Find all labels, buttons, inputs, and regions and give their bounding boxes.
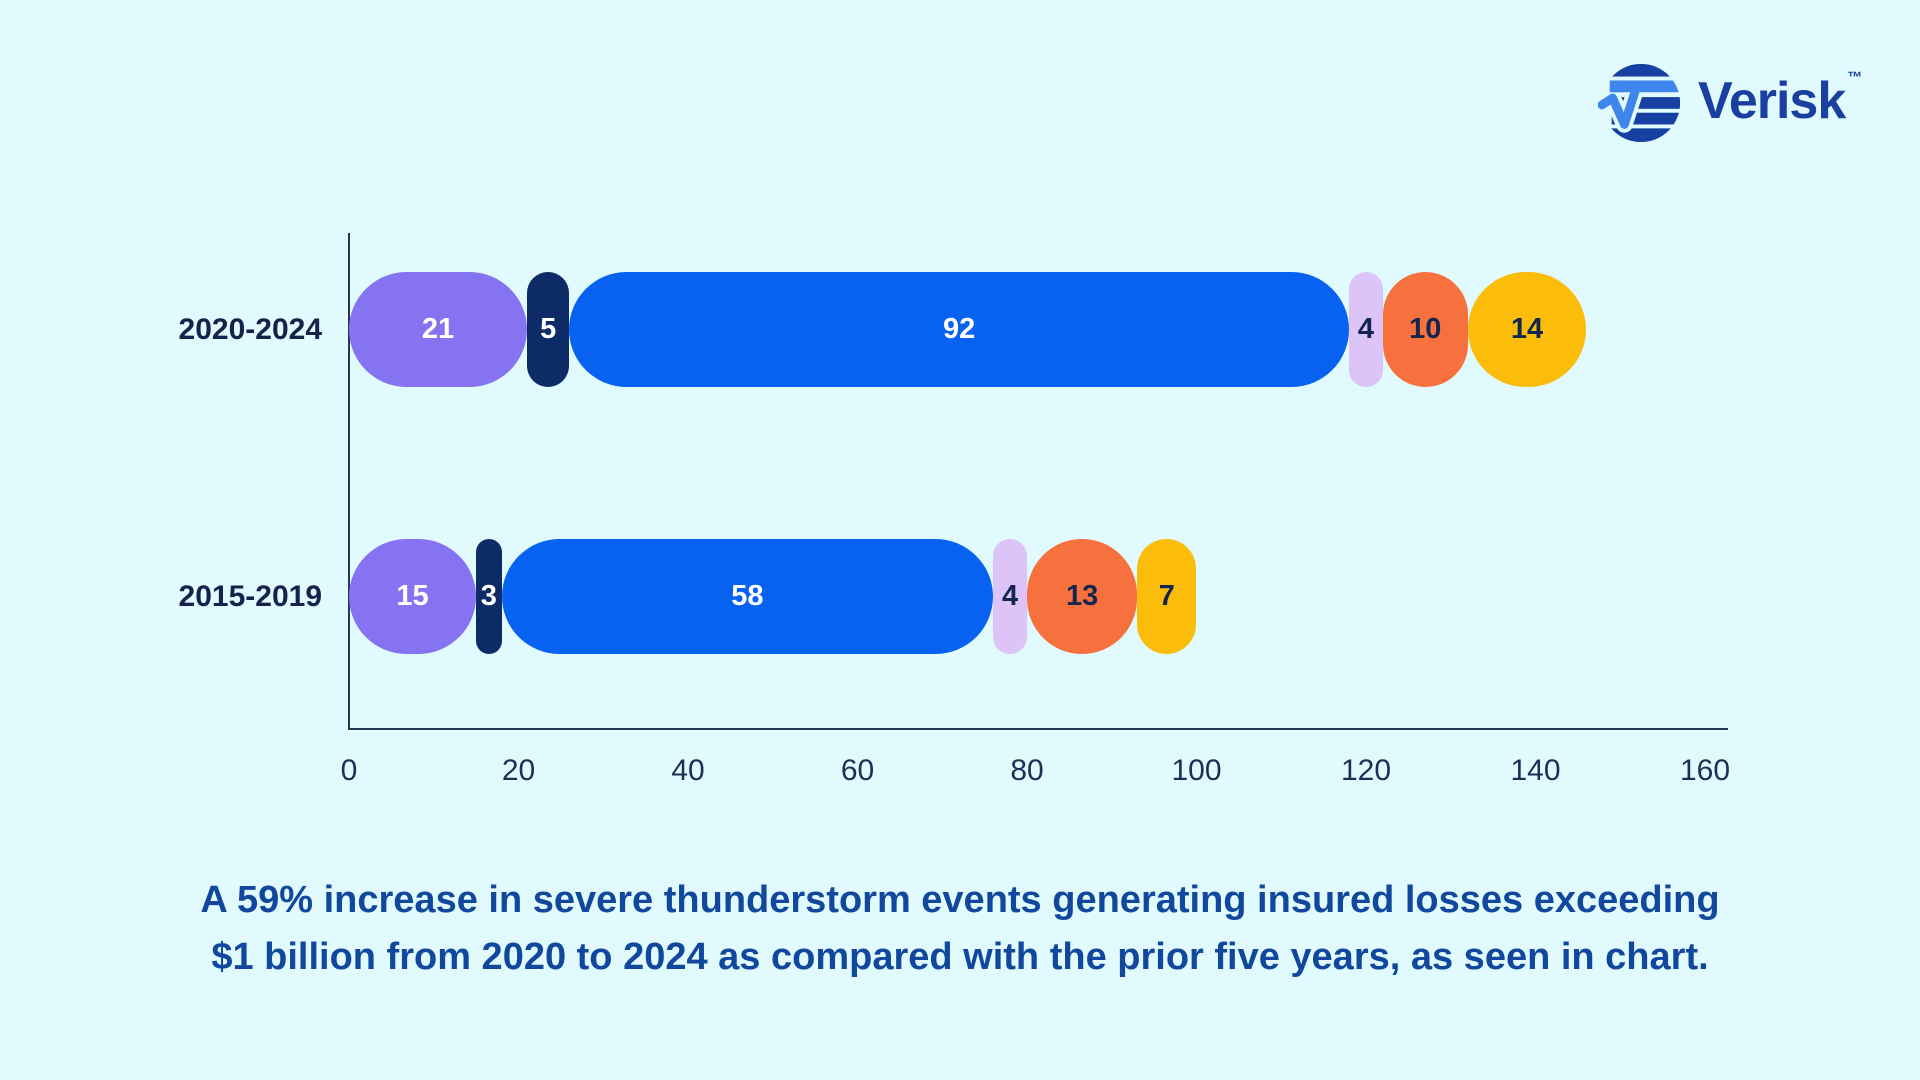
segment-value: 14 [1510,313,1544,345]
x-tick-label: 60 [840,754,875,787]
bar-segment-blue-segment: 58 [501,539,994,654]
verisk-wordmark: Verisk ™ [1698,68,1862,130]
segment-value: 10 [1409,313,1442,345]
trademark-symbol: ™ [1847,68,1862,86]
x-axis-line [348,728,1728,730]
segment-value: 92 [943,313,976,345]
bar-segment-blue-segment: 92 [569,272,1350,387]
segment-value: 5 [540,313,557,345]
caption-line-1: A 59% increase in severe thunderstorm ev… [200,879,1720,921]
row-label: 2015-2019 [178,579,322,613]
bar-segment-orange-segment: 10 [1382,272,1468,387]
segment-value: 4 [1001,580,1019,612]
bar-segment-purple-segment: 21 [349,272,527,387]
x-tick-label: 120 [1340,754,1392,787]
x-tick-label: 80 [1010,754,1044,787]
bar-segment-orange-segment: 13 [1027,539,1138,654]
bar-segment-gold-segment: 7 [1137,539,1197,654]
segment-value: 58 [731,580,764,612]
segment-value: 3 [480,580,497,612]
segment-value: 4 [1357,313,1375,345]
bar-segment-gold-segment: 14 [1467,272,1587,387]
bar-segment-lavender-segment: 4 [1349,272,1383,387]
segment-value: 13 [1065,580,1099,612]
bar-segment-navy-segment: 3 [476,539,502,654]
segment-value: 7 [1158,580,1175,612]
y-axis-line [348,233,350,730]
chart-caption: A 59% increase in severe thunderstorm ev… [0,872,1920,986]
x-tick-label: 160 [1679,754,1731,787]
segment-value: 21 [421,313,455,345]
x-tick-label: 100 [1171,754,1222,787]
x-tick-label: 140 [1510,754,1561,787]
bar-segment-lavender-segment: 4 [993,539,1027,654]
x-tick-label: 0 [340,754,358,787]
x-tick-label: 20 [501,754,536,787]
verisk-logo: Verisk ™ [1598,58,1862,144]
bar-segment-purple-segment: 15 [349,539,477,654]
x-tick-label: 40 [671,754,705,787]
verisk-globe-icon [1598,58,1684,144]
row-label: 2020-2024 [178,312,322,346]
caption-line-2: $1 billion from 2020 to 2024 as compared… [211,936,1709,978]
bar-segment-navy-segment: 5 [526,272,570,387]
segment-value: 15 [396,580,429,612]
